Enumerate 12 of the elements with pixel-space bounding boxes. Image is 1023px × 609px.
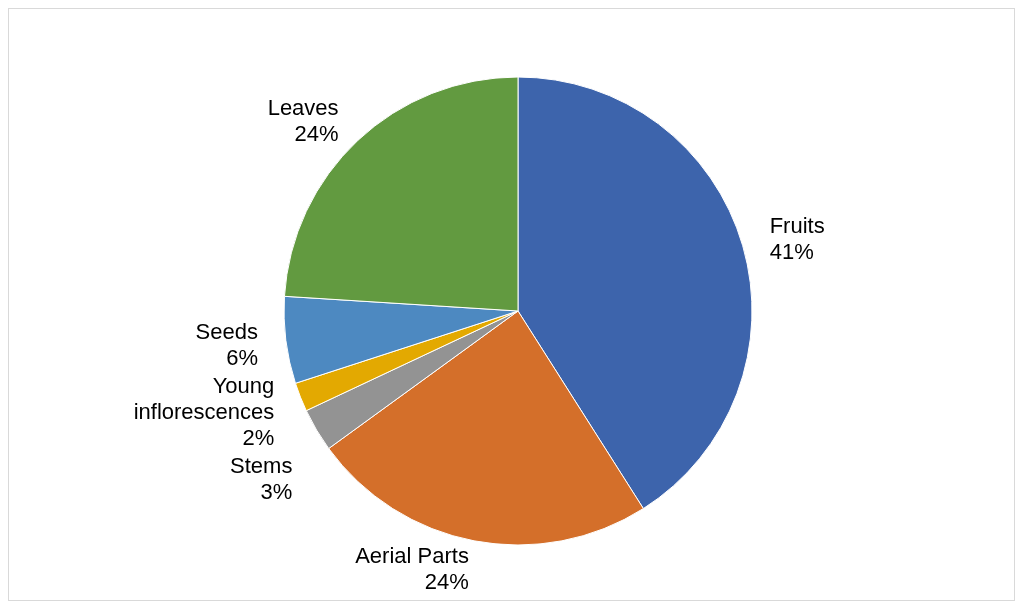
data-label: 41% xyxy=(769,238,814,264)
slice-label: Leaves xyxy=(267,94,339,120)
data-label: 2% xyxy=(242,424,275,450)
data-label: 3% xyxy=(260,478,293,504)
data-label: 6% xyxy=(226,344,258,370)
slice-label: Stems xyxy=(230,452,293,478)
data-label: 24% xyxy=(424,569,469,595)
slice-label: Aerial Parts xyxy=(355,543,469,569)
slice-label: Seeds xyxy=(195,318,258,344)
slice-label: Fruits xyxy=(769,212,825,238)
slice-label: Young inflorescences xyxy=(133,372,275,424)
data-label: 24% xyxy=(294,120,339,146)
